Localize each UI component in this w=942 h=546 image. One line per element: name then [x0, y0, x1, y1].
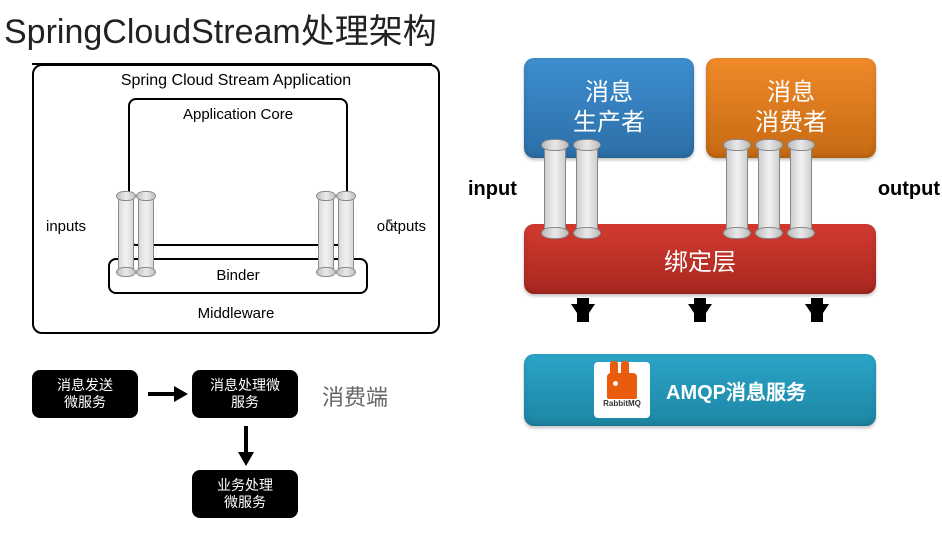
binder-layer-label: 绑定层	[664, 242, 736, 277]
right-output-label: output	[878, 178, 940, 201]
flow-node-label: 消息发送 微服务	[57, 377, 113, 411]
consumer-side-label: 消费端	[322, 380, 388, 412]
binding-pipe	[758, 143, 780, 235]
rabbit-icon	[607, 373, 637, 399]
message-service-box: RabbitMQ AMQP消息服务	[524, 354, 876, 426]
producer-label: 消息 生产者	[573, 78, 645, 138]
cursor-icon: ↖	[384, 214, 399, 235]
input-channels	[118, 194, 154, 274]
arrow-down-icon	[238, 426, 254, 466]
message-service-label: AMQP消息服务	[666, 376, 806, 405]
inputs-label: inputs	[46, 218, 86, 235]
channel-pipe	[318, 194, 334, 274]
flow-node-process: 消息处理微 服务	[192, 370, 298, 418]
scs-application-box: Spring Cloud Stream Application Applicat…	[32, 64, 440, 334]
arrow-right-icon	[148, 386, 188, 402]
binding-pipe	[790, 143, 812, 235]
binding-pipe	[576, 143, 598, 235]
output-channels	[318, 194, 354, 274]
channel-pipe	[118, 194, 134, 274]
binding-pipe	[544, 143, 566, 235]
consumer-label: 消息 消费者	[755, 78, 827, 138]
rabbitmq-logo: RabbitMQ	[594, 362, 650, 418]
rabbitmq-label: RabbitMQ	[603, 399, 641, 408]
down-arrows-row	[524, 304, 876, 322]
middleware-label: Middleware	[34, 305, 438, 322]
channel-pipe	[338, 194, 354, 274]
flow-node-send: 消息发送 微服务	[32, 370, 138, 418]
flow-node-label: 消息处理微 服务	[210, 377, 280, 411]
left-architecture-diagram: Spring Cloud Stream Application Applicat…	[32, 64, 440, 334]
application-core-label: Application Core	[130, 100, 346, 129]
thick-arrow-icon	[571, 304, 595, 322]
channel-pipe	[138, 194, 154, 274]
scs-application-label: Spring Cloud Stream Application	[34, 66, 438, 96]
thick-arrow-icon	[805, 304, 829, 322]
application-core-box: Application Core	[128, 98, 348, 246]
flow-node-business: 业务处理 微服务	[192, 470, 298, 518]
right-input-label: input	[468, 178, 517, 201]
thick-arrow-icon	[688, 304, 712, 322]
flow-node-label: 业务处理 微服务	[217, 477, 273, 511]
binding-pipe	[726, 143, 748, 235]
page-title: SpringCloudStream处理架构	[0, 0, 942, 53]
